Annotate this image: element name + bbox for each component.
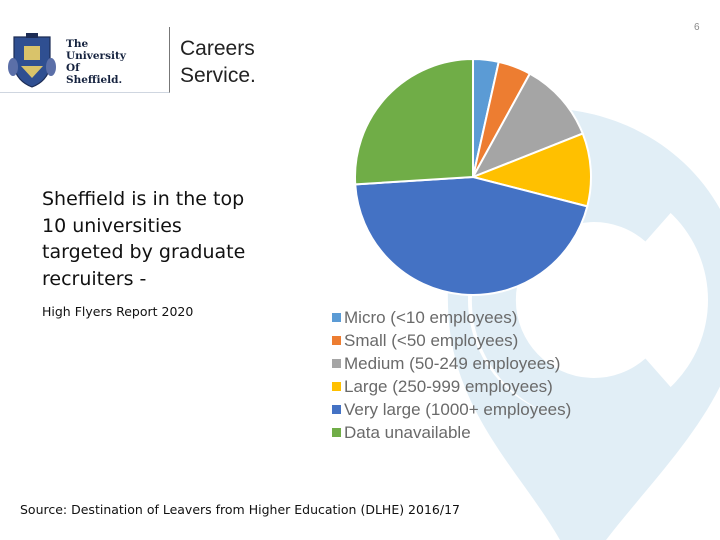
title-line: Service. xyxy=(180,64,256,87)
legend-item: Micro (<10 employees) xyxy=(332,306,571,329)
legend-swatch xyxy=(332,313,341,322)
chart-legend: Micro (<10 employees) Small (<50 employee… xyxy=(332,306,571,444)
legend-swatch xyxy=(332,428,341,437)
legend-swatch xyxy=(332,359,341,368)
legend-label: Very large (1000+ employees) xyxy=(344,399,572,419)
legend-label: Data unavailable xyxy=(344,422,471,442)
legend-item: Large (250-999 employees) xyxy=(332,375,571,398)
legend-item: Data unavailable xyxy=(332,421,571,444)
headline-line: Sheffield is in the top xyxy=(42,188,245,210)
employer-size-pie-chart xyxy=(354,57,592,296)
crest-icon xyxy=(8,33,56,88)
careers-service-title: Careers Service. xyxy=(180,35,256,89)
pie-slice-3 xyxy=(469,132,592,208)
legend-swatch xyxy=(332,382,341,391)
headline-line: targeted by graduate xyxy=(42,241,246,263)
legend-label: Micro (<10 employees) xyxy=(344,307,518,327)
legend-item: Small (<50 employees) xyxy=(332,329,571,352)
university-logo: The University Of Sheffield. xyxy=(0,27,170,93)
university-name: The University Of Sheffield. xyxy=(66,38,126,86)
headline-line: 10 universities xyxy=(42,214,182,237)
page-number: 6 xyxy=(694,22,700,33)
legend-item: Very large (1000+ employees) xyxy=(332,398,571,421)
pie-slice-5 xyxy=(354,57,474,186)
headline: Sheffield is in the top 10 universities … xyxy=(42,186,282,292)
c-letter-watermark xyxy=(471,178,675,422)
headline-line: recruiters - xyxy=(42,267,147,290)
university-name-line: University xyxy=(66,50,126,62)
pie-slice-4 xyxy=(354,175,589,296)
university-name-line: The xyxy=(66,38,89,50)
university-name-line: Sheffield. xyxy=(66,74,123,86)
pie-slice-2 xyxy=(470,72,585,179)
legend-item: Medium (50-249 employees) xyxy=(332,352,571,375)
legend-swatch xyxy=(332,405,341,414)
legend-label: Large (250-999 employees) xyxy=(344,376,553,396)
title-line: Careers xyxy=(180,37,255,60)
university-name-line: Of xyxy=(66,62,80,74)
report-citation: High Flyers Report 2020 xyxy=(42,304,194,319)
legend-swatch xyxy=(332,336,341,345)
legend-label: Medium (50-249 employees) xyxy=(344,353,561,373)
legend-label: Small (<50 employees) xyxy=(344,330,519,350)
source-citation: Source: Destination of Leavers from High… xyxy=(20,502,460,517)
